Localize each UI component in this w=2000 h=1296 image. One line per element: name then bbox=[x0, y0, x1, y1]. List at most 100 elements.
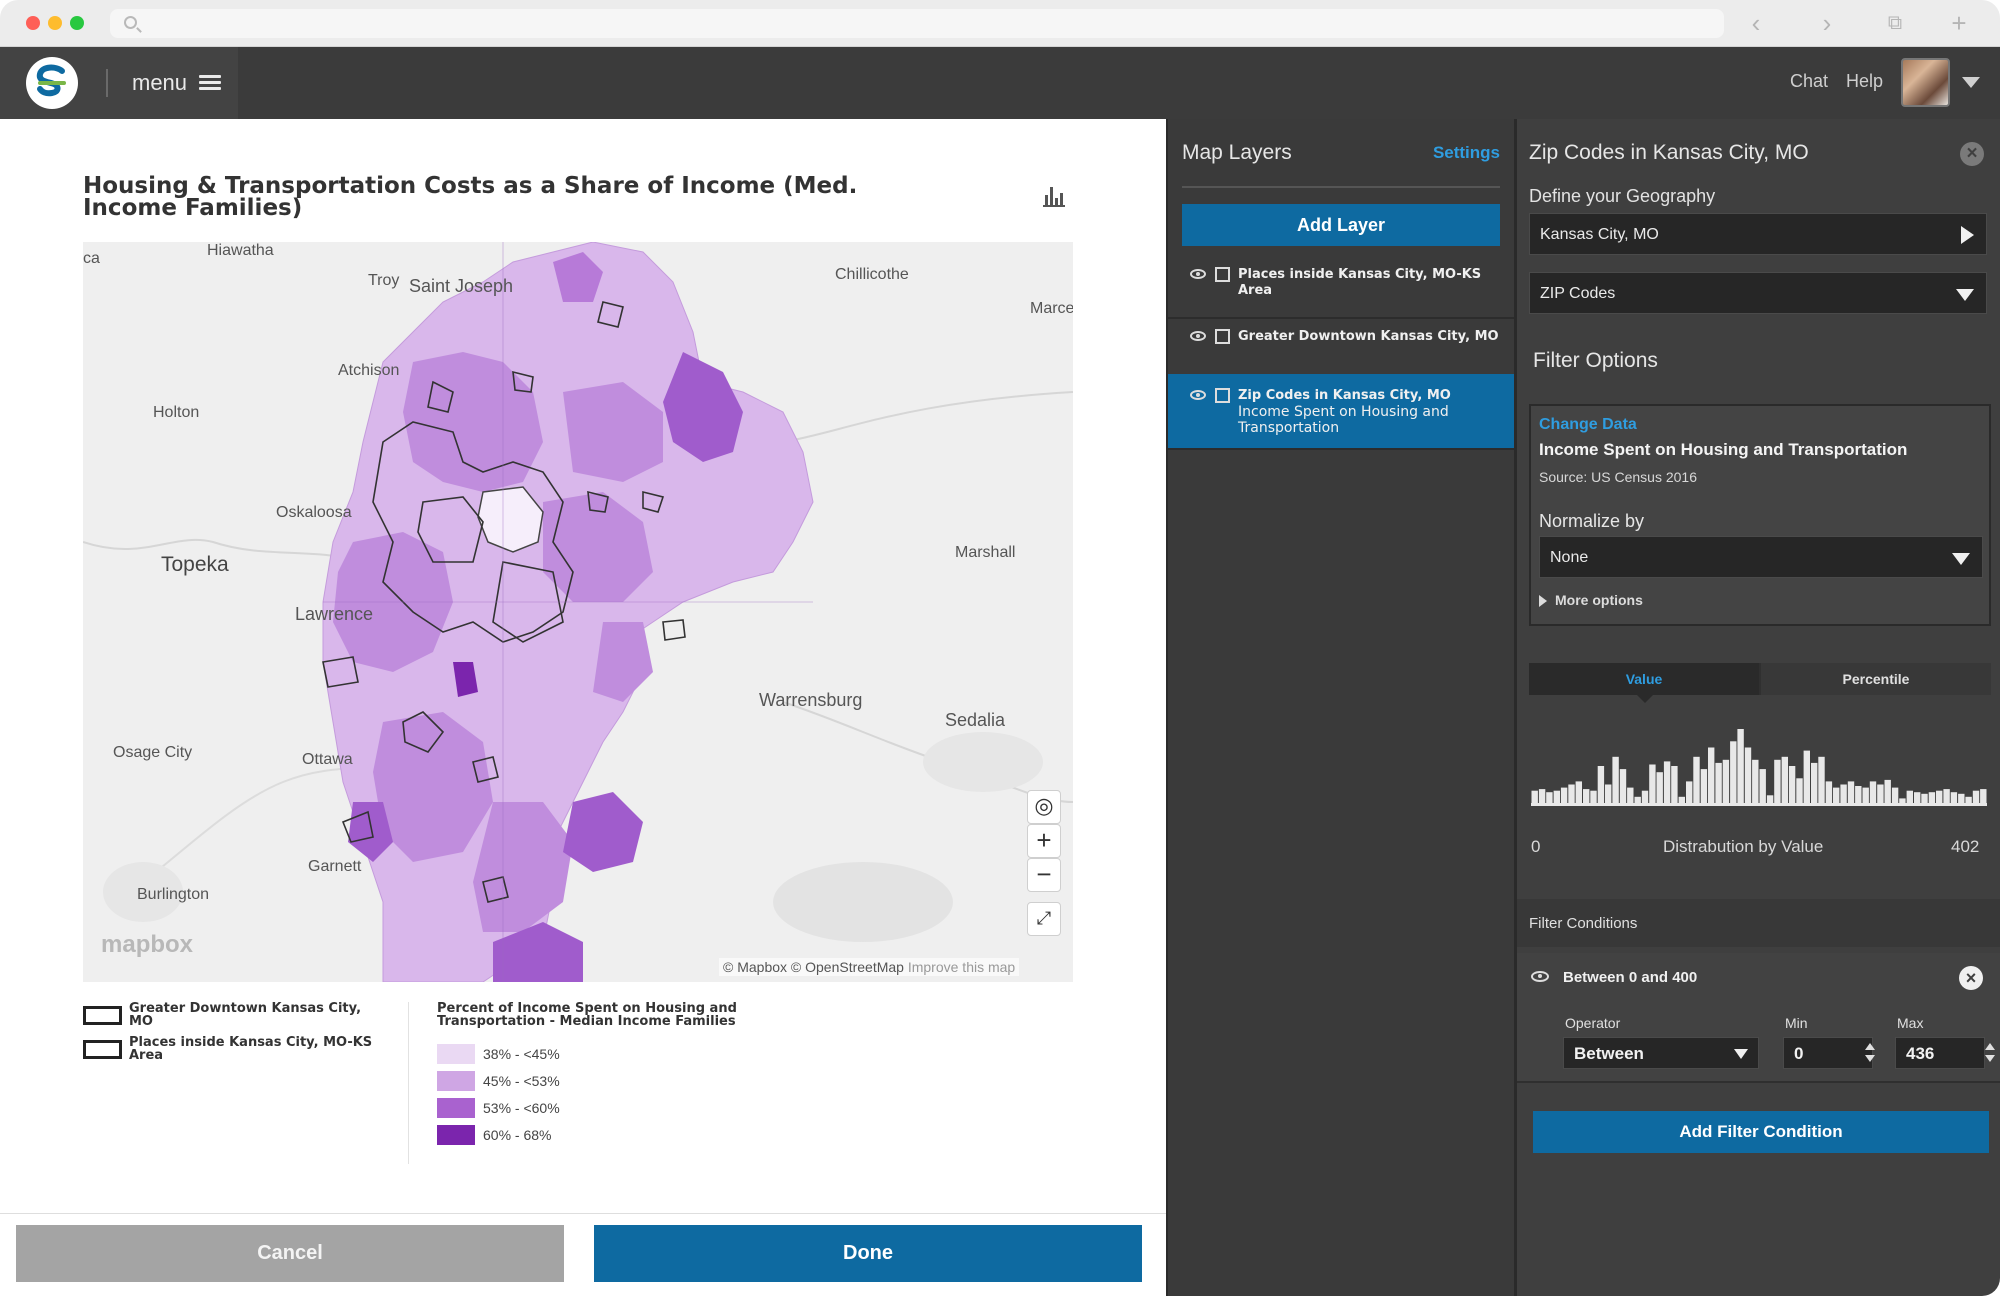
bar-chart-icon[interactable] bbox=[1043, 185, 1065, 207]
legend-bin-label: 60% - 68% bbox=[483, 1127, 552, 1143]
layer-checkbox[interactable] bbox=[1215, 329, 1230, 344]
normalize-value: None bbox=[1550, 549, 1589, 566]
layer-item-places[interactable]: Places inside Kansas City, MO-KS Area bbox=[1168, 259, 1514, 319]
filter-conditions-header: Filter Conditions bbox=[1517, 899, 2000, 947]
chevron-down-icon[interactable] bbox=[1962, 77, 1980, 88]
min-input[interactable]: 0 bbox=[1783, 1037, 1873, 1069]
map-label-lawrence: Lawrence bbox=[295, 604, 374, 624]
change-data-link[interactable]: Change Data bbox=[1539, 416, 1637, 433]
close-icon[interactable]: × bbox=[1960, 142, 1984, 166]
legend-item-places: Places inside Kansas City, MO-KS Area bbox=[83, 1036, 403, 1070]
histogram-bar bbox=[1914, 792, 1921, 803]
choropleth-legend: Percent of Income Spent on Housing and T… bbox=[437, 1002, 757, 1148]
tab-percentile[interactable]: Percentile bbox=[1761, 663, 1991, 695]
layers-divider bbox=[1182, 186, 1500, 188]
close-window-icon[interactable] bbox=[26, 16, 40, 30]
fullscreen-icon[interactable]: ⤢ bbox=[1027, 902, 1061, 936]
histogram-bar bbox=[1921, 793, 1928, 804]
add-filter-condition-button[interactable]: Add Filter Condition bbox=[1533, 1111, 1989, 1153]
map-label-atchison: Atchison bbox=[338, 362, 400, 379]
cancel-button[interactable]: Cancel bbox=[16, 1225, 564, 1282]
eye-icon[interactable] bbox=[1190, 269, 1206, 279]
operator-select[interactable]: Between bbox=[1563, 1037, 1759, 1069]
map-view[interactable]: Hiawatha ca Troy Saint Joseph Chillicoth… bbox=[83, 242, 1073, 982]
tabs-icon[interactable]: ⧉ bbox=[1887, 12, 1903, 34]
improve-map-link[interactable]: Improve this map bbox=[907, 959, 1016, 975]
done-button[interactable]: Done bbox=[594, 1225, 1142, 1282]
histogram-bar bbox=[1722, 759, 1730, 803]
eye-icon[interactable] bbox=[1190, 331, 1206, 341]
browser-chrome: ‹ › ⧉ + bbox=[0, 0, 2000, 47]
locate-icon[interactable]: ◎ bbox=[1027, 790, 1061, 824]
menu-button[interactable]: menu bbox=[132, 67, 222, 99]
tab-value[interactable]: Value bbox=[1529, 663, 1759, 695]
legend-label: Places inside Kansas City, MO-KS Area bbox=[129, 1035, 373, 1063]
histogram-bar bbox=[1560, 787, 1568, 803]
max-input[interactable]: 436 bbox=[1895, 1037, 1985, 1069]
zoom-in-button[interactable]: + bbox=[1027, 824, 1061, 858]
header-divider bbox=[106, 69, 108, 97]
histogram-bar bbox=[1928, 792, 1936, 803]
attribution-text[interactable]: © Mapbox © OpenStreetMap bbox=[723, 959, 904, 975]
back-icon[interactable]: ‹ bbox=[1751, 8, 1761, 38]
geography-select[interactable]: Kansas City, MO bbox=[1529, 213, 1987, 255]
minimize-window-icon[interactable] bbox=[48, 16, 62, 30]
zoom-out-button[interactable]: − bbox=[1027, 858, 1061, 892]
forward-icon[interactable]: › bbox=[1822, 8, 1832, 38]
histogram-bar bbox=[1840, 784, 1847, 803]
histogram-bar bbox=[1619, 769, 1627, 803]
detail-title: Zip Codes in Kansas City, MO bbox=[1529, 141, 1809, 164]
new-tab-icon[interactable]: + bbox=[1951, 8, 1967, 38]
map-label-hiawatha: Hiawatha bbox=[207, 242, 274, 259]
geography-value: Kansas City, MO bbox=[1540, 226, 1659, 243]
histogram-bar bbox=[1818, 756, 1825, 804]
histogram-bar bbox=[1781, 756, 1788, 804]
histogram-bar bbox=[1884, 779, 1891, 803]
min-label: Min bbox=[1785, 1015, 1808, 1031]
histogram-bar bbox=[1965, 796, 1972, 803]
histogram-bar bbox=[1788, 766, 1796, 803]
layer-checkbox[interactable] bbox=[1215, 388, 1230, 403]
maximize-window-icon[interactable] bbox=[70, 16, 84, 30]
max-stepper-icon[interactable] bbox=[1985, 1041, 1995, 1065]
geography-level-select[interactable]: ZIP Codes bbox=[1529, 272, 1987, 314]
chevron-down-icon bbox=[1734, 1049, 1748, 1059]
layer-checkbox[interactable] bbox=[1215, 267, 1230, 282]
normalize-select[interactable]: None bbox=[1539, 536, 1983, 578]
dataset-source: Source: US Census 2016 bbox=[1539, 469, 1697, 485]
eye-icon[interactable] bbox=[1531, 971, 1549, 982]
help-link[interactable]: Help bbox=[1846, 71, 1884, 91]
outline-swatch bbox=[83, 1006, 122, 1025]
filter-conditions-label: Filter Conditions bbox=[1529, 915, 1638, 932]
legend-label: Greater Downtown Kansas City, MO bbox=[129, 1001, 362, 1029]
histogram-bar bbox=[1730, 741, 1737, 803]
histogram-bar bbox=[1796, 778, 1803, 803]
app-logo-icon[interactable] bbox=[26, 57, 78, 109]
histogram-bar bbox=[1811, 762, 1818, 803]
eye-icon[interactable] bbox=[1190, 390, 1206, 400]
add-layer-button[interactable]: Add Layer bbox=[1182, 204, 1500, 246]
layer-detail-panel: Zip Codes in Kansas City, MO × Define yo… bbox=[1514, 119, 2000, 1296]
remove-condition-icon[interactable]: × bbox=[1959, 966, 1983, 990]
chevron-down-icon bbox=[1952, 553, 1970, 565]
avatar[interactable] bbox=[1901, 58, 1950, 107]
histogram-bar bbox=[1686, 781, 1693, 803]
address-bar[interactable] bbox=[110, 9, 1724, 38]
min-stepper-icon[interactable] bbox=[1865, 1041, 1875, 1065]
hamburger-icon bbox=[199, 75, 222, 91]
layer-item-downtown[interactable]: Greater Downtown Kansas City, MO bbox=[1168, 321, 1514, 379]
histogram-bar bbox=[1950, 792, 1958, 803]
legend-swatch bbox=[437, 1098, 475, 1118]
histogram-bar bbox=[1590, 790, 1597, 803]
chat-link[interactable]: Chat bbox=[1790, 71, 1829, 91]
caret-right-icon bbox=[1539, 595, 1547, 608]
layer-item-zip-codes[interactable]: Zip Codes in Kansas City, MO Income Spen… bbox=[1168, 374, 1514, 450]
histogram-bar bbox=[1833, 787, 1840, 803]
search-icon bbox=[124, 16, 137, 29]
histogram-bar bbox=[1634, 796, 1641, 803]
settings-link[interactable]: Settings bbox=[1432, 143, 1500, 162]
histogram-bar bbox=[1649, 764, 1656, 803]
more-options-toggle[interactable]: More options bbox=[1539, 592, 1643, 608]
histogram-bar bbox=[1899, 798, 1906, 803]
